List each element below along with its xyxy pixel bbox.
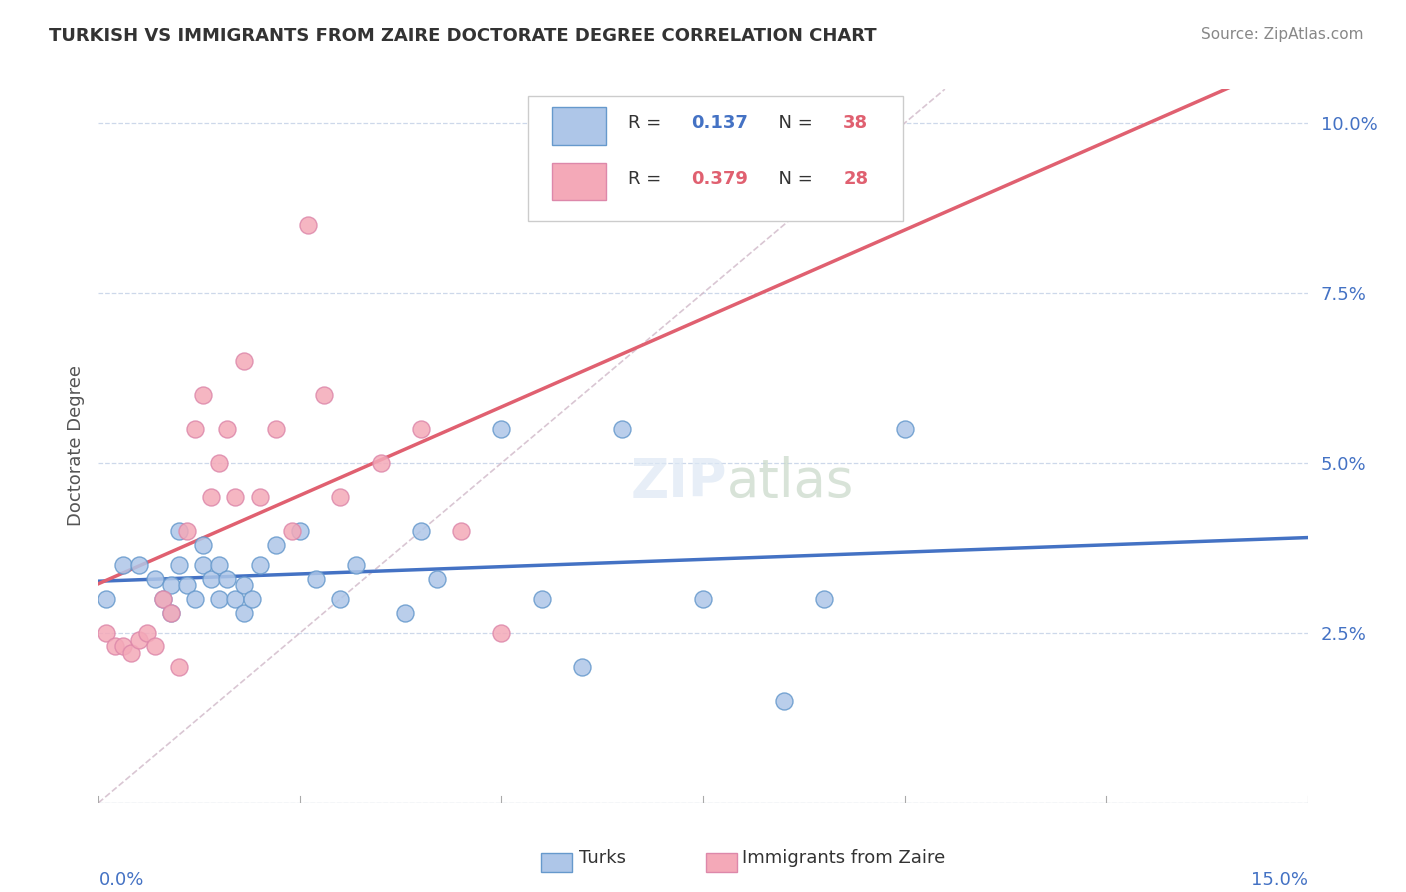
Point xyxy=(217,422,239,436)
Point xyxy=(240,591,263,606)
Text: R =: R = xyxy=(628,114,666,132)
Point xyxy=(329,490,352,504)
Point xyxy=(135,626,157,640)
Point xyxy=(208,456,231,470)
Point xyxy=(772,694,794,708)
Point xyxy=(167,660,190,674)
Point xyxy=(176,524,198,538)
Point xyxy=(152,591,174,606)
Point xyxy=(152,591,174,606)
Point xyxy=(160,606,183,620)
Point xyxy=(305,572,328,586)
Point xyxy=(217,572,239,586)
Text: 38: 38 xyxy=(844,114,869,132)
Point xyxy=(120,646,142,660)
Point xyxy=(208,591,231,606)
Y-axis label: Doctorate Degree: Doctorate Degree xyxy=(66,366,84,526)
Point xyxy=(176,578,198,592)
Point xyxy=(160,606,183,620)
Point xyxy=(264,422,287,436)
Point xyxy=(200,572,222,586)
Point xyxy=(612,422,634,436)
Text: ZIP: ZIP xyxy=(631,456,727,508)
Text: 0.379: 0.379 xyxy=(690,169,748,187)
Point xyxy=(232,606,254,620)
Point xyxy=(692,591,714,606)
Point xyxy=(160,578,183,592)
Point xyxy=(232,354,254,368)
Point xyxy=(96,626,118,640)
Point xyxy=(193,558,215,572)
Text: Source: ZipAtlas.com: Source: ZipAtlas.com xyxy=(1201,27,1364,42)
Text: Turks: Turks xyxy=(579,849,626,867)
Point xyxy=(167,558,190,572)
Point xyxy=(111,558,134,572)
Point xyxy=(314,388,336,402)
Point xyxy=(128,632,150,647)
Point xyxy=(96,591,118,606)
Text: 0.137: 0.137 xyxy=(690,114,748,132)
Point xyxy=(224,490,246,504)
FancyBboxPatch shape xyxy=(551,162,606,200)
Point xyxy=(344,558,367,572)
Point xyxy=(111,640,134,654)
Point xyxy=(143,640,166,654)
Point xyxy=(184,422,207,436)
Point xyxy=(208,558,231,572)
Text: atlas: atlas xyxy=(727,456,855,508)
Point xyxy=(329,591,352,606)
Point xyxy=(281,524,304,538)
Point xyxy=(249,558,271,572)
Point xyxy=(370,456,392,470)
Text: R =: R = xyxy=(628,169,666,187)
Text: 15.0%: 15.0% xyxy=(1250,871,1308,888)
Point xyxy=(813,591,835,606)
Point xyxy=(491,626,513,640)
FancyBboxPatch shape xyxy=(527,96,903,221)
Point xyxy=(409,524,432,538)
Point xyxy=(530,591,553,606)
Point xyxy=(264,537,287,551)
Text: TURKISH VS IMMIGRANTS FROM ZAIRE DOCTORATE DEGREE CORRELATION CHART: TURKISH VS IMMIGRANTS FROM ZAIRE DOCTORA… xyxy=(49,27,877,45)
Point xyxy=(491,422,513,436)
Point xyxy=(394,606,416,620)
Text: N =: N = xyxy=(768,114,818,132)
Point xyxy=(167,524,190,538)
Point xyxy=(450,524,472,538)
Point xyxy=(893,422,915,436)
Point xyxy=(103,640,125,654)
Point xyxy=(249,490,271,504)
Point xyxy=(571,660,593,674)
Point xyxy=(193,388,215,402)
Text: N =: N = xyxy=(768,169,818,187)
Point xyxy=(143,572,166,586)
Point xyxy=(297,218,319,232)
Text: 0.0%: 0.0% xyxy=(98,871,143,888)
Point xyxy=(288,524,311,538)
Text: Immigrants from Zaire: Immigrants from Zaire xyxy=(742,849,946,867)
Point xyxy=(193,537,215,551)
Point xyxy=(128,558,150,572)
Point xyxy=(409,422,432,436)
Point xyxy=(184,591,207,606)
Point xyxy=(426,572,449,586)
Point xyxy=(232,578,254,592)
Point xyxy=(224,591,246,606)
FancyBboxPatch shape xyxy=(551,107,606,145)
Text: 28: 28 xyxy=(844,169,869,187)
Point xyxy=(200,490,222,504)
